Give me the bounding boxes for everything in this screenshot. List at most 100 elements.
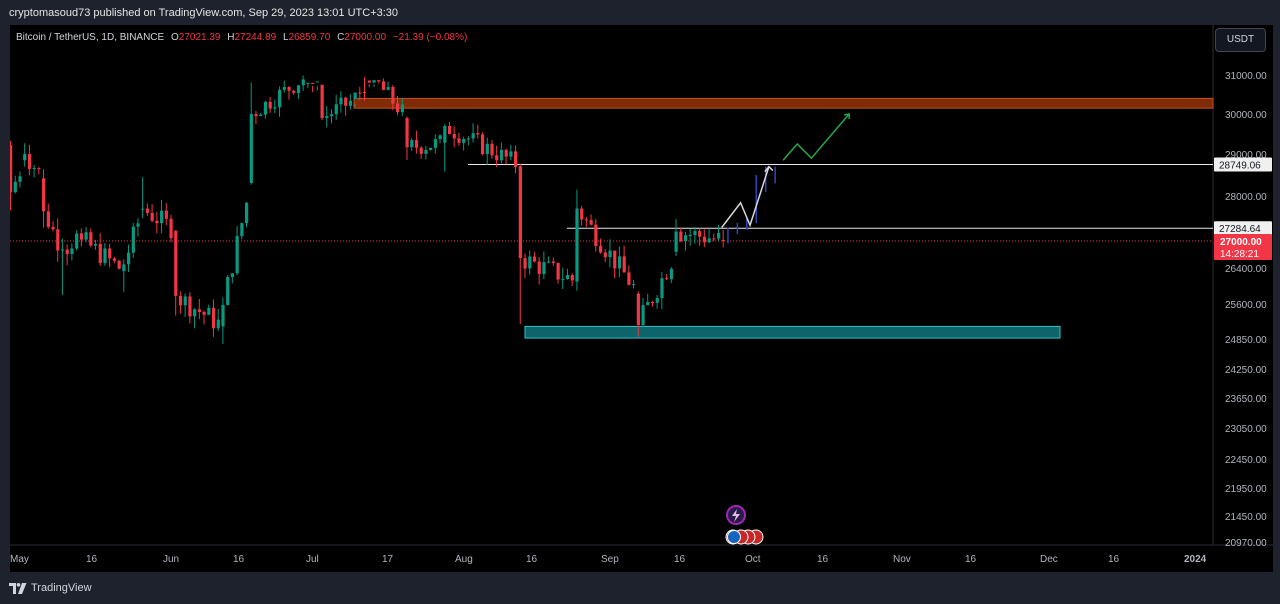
candle-body — [136, 223, 140, 227]
projection-arrow-white — [764, 165, 774, 173]
candle-body — [650, 302, 655, 304]
x-tick-label: 16 — [233, 554, 245, 565]
y-tick-label: 24250.00 — [1225, 365, 1267, 376]
candle-body — [499, 149, 504, 161]
x-tick-label: 2024 — [1184, 554, 1207, 565]
candle-body — [674, 231, 678, 252]
candle-body — [523, 258, 527, 269]
candle-body — [466, 138, 471, 140]
candle-body — [339, 97, 343, 105]
candle-body — [372, 80, 376, 83]
legend-low-value: 26859.70 — [288, 32, 331, 43]
candle-body — [721, 240, 725, 242]
candle-body — [665, 278, 669, 280]
candle-body — [358, 92, 362, 94]
bar-countdown-label: 14:28:21 — [1220, 249, 1259, 260]
candle-body — [447, 126, 452, 135]
y-tick-label: 21450.00 — [1225, 512, 1267, 523]
candle-body — [348, 100, 353, 106]
lightning-glyph-icon — [732, 509, 740, 522]
candle-body — [683, 235, 688, 242]
legend-open-label: O — [170, 32, 179, 43]
candle-body — [75, 233, 79, 249]
candle-body — [532, 256, 537, 262]
candle-body — [424, 149, 428, 154]
candle-body — [18, 176, 22, 182]
candle-body — [462, 138, 466, 143]
candle-body — [155, 220, 159, 224]
candle-body — [419, 147, 423, 154]
candle-body — [230, 273, 235, 277]
candle-body — [636, 293, 640, 325]
symbol-legend: Bitcoin / TetherUS, 1D, BINANCE O27021.3… — [16, 32, 467, 43]
candle-body — [178, 295, 183, 306]
x-tick-label: Dec — [1040, 554, 1058, 565]
candle-body — [471, 133, 475, 139]
candle-body — [565, 275, 570, 280]
y-tick-label: 29000.00 — [1225, 150, 1267, 161]
y-tick-label: 25600.00 — [1225, 300, 1267, 311]
x-tick-label: 17 — [382, 554, 394, 565]
candle-body — [282, 87, 286, 90]
y-tick-label: 22450.00 — [1225, 455, 1267, 466]
candle-body — [438, 135, 442, 140]
candle-body — [551, 261, 555, 264]
tradingview-logo[interactable]: TradingView — [9, 582, 92, 594]
price-tag — [1214, 157, 1272, 172]
candle-body — [528, 256, 532, 269]
candle-body — [556, 263, 560, 280]
candle-body — [145, 208, 150, 213]
candle-body — [584, 219, 589, 221]
candle-body — [188, 296, 192, 317]
legend-open-value: 27021.39 — [178, 32, 221, 43]
y-tick-label: 23650.00 — [1225, 394, 1267, 405]
candle-body — [296, 85, 301, 93]
price-chart[interactable]: 31000.00 30000.00 29000.00 28000.00 26400.00… — [10, 25, 1273, 572]
legend-high-value: 27244.89 — [234, 32, 277, 43]
candle-body — [183, 296, 187, 306]
y-tick-label: 26400.00 — [1225, 264, 1267, 275]
candle-body — [514, 151, 518, 168]
chart-area[interactable]: 31000.00 30000.00 29000.00 28000.00 26400.00… — [10, 25, 1273, 572]
candle-body — [698, 231, 702, 237]
x-tick-label: Jul — [306, 554, 319, 565]
candle-body — [254, 114, 258, 117]
candle-body — [646, 302, 650, 306]
candle-body — [570, 275, 574, 281]
candle-body — [490, 143, 494, 156]
candle-body — [617, 256, 622, 269]
candle-body — [98, 244, 102, 264]
candle-body — [688, 235, 692, 237]
price-tag-label: 27284.64 — [1219, 224, 1261, 235]
candle-body — [396, 103, 400, 113]
candle-body — [193, 309, 197, 317]
tradingview-brand: TradingView — [31, 582, 92, 594]
candle-body — [117, 260, 121, 269]
candle-body — [131, 226, 135, 253]
candle-body — [202, 312, 206, 315]
x-tick-label: 16 — [86, 554, 98, 565]
candle-body — [400, 104, 404, 113]
candle-body — [367, 80, 371, 83]
candle-body — [306, 82, 310, 84]
candle-body — [485, 143, 489, 155]
x-tick-label: 16 — [817, 554, 829, 565]
candle-body — [443, 126, 447, 143]
candle-body — [561, 279, 565, 281]
candle-body — [46, 211, 50, 227]
x-tick-label: Nov — [893, 554, 911, 565]
candle-body — [452, 134, 456, 139]
candle-body — [32, 168, 36, 170]
last-price-tag — [1214, 234, 1272, 260]
currency-button[interactable]: USDT — [1215, 28, 1266, 52]
candle-body — [150, 212, 154, 221]
candle-body — [84, 232, 88, 240]
price-tag — [1214, 221, 1272, 236]
candle-body — [495, 155, 499, 161]
x-tick-label: Jun — [163, 554, 179, 565]
candle-body — [174, 230, 178, 296]
candle-body — [235, 236, 239, 274]
footer: TradingView — [0, 572, 1280, 604]
y-tick-label: 24850.00 — [1225, 335, 1267, 346]
candle-body — [65, 249, 69, 255]
